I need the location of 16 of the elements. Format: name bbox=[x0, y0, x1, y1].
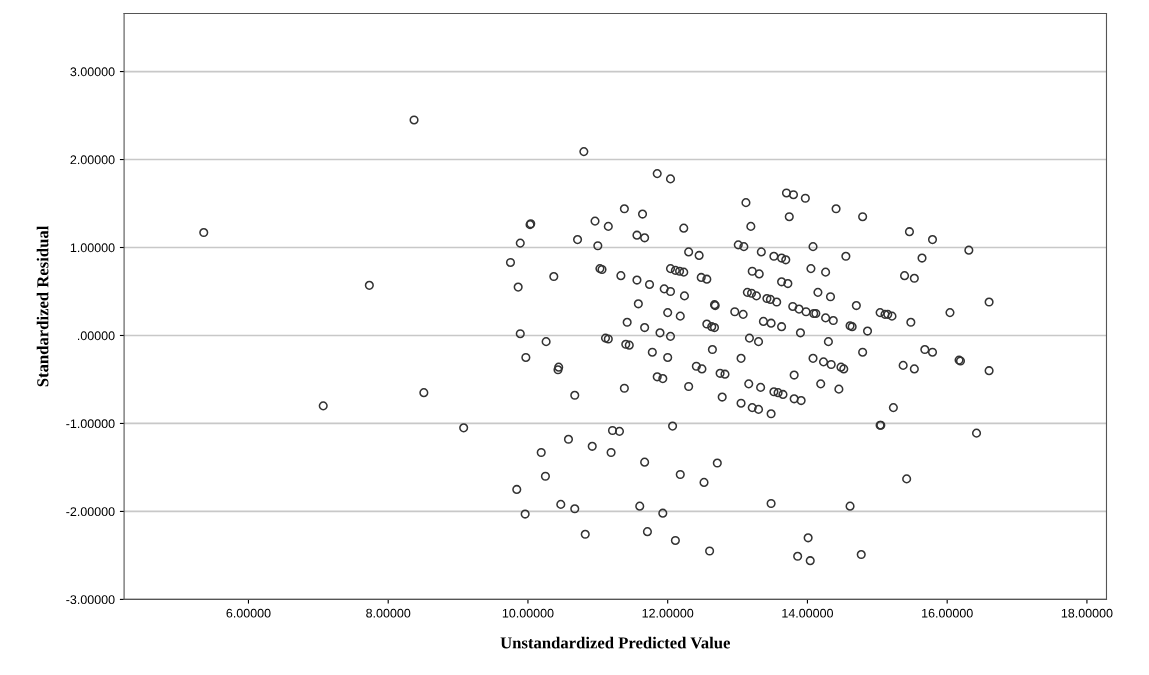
x-tick-label: 18.00000 bbox=[1061, 608, 1113, 618]
y-tick-label: 3.00000 bbox=[70, 67, 115, 77]
x-tick-label: 10.00000 bbox=[502, 608, 554, 618]
x-tick-label: 6.00000 bbox=[226, 608, 271, 618]
y-tick-label: 1.00000 bbox=[70, 243, 115, 253]
y-tick-label: 2.00000 bbox=[70, 155, 115, 165]
x-tick-label: 16.00000 bbox=[922, 608, 973, 618]
x-axis-title: Unstandardized Predicted Value bbox=[500, 636, 731, 649]
y-tick-label: .00000 bbox=[77, 331, 115, 341]
y-axis-title: Standardized Residual bbox=[36, 225, 49, 387]
y-tick-label: -1.00000 bbox=[66, 419, 115, 429]
x-tick-label: 8.00000 bbox=[366, 608, 411, 618]
x-tick-label: 14.00000 bbox=[782, 608, 834, 618]
y-tick-label: -2.00000 bbox=[66, 507, 115, 517]
y-tick-label: -3.00000 bbox=[66, 595, 115, 605]
x-tick-label: 12.00000 bbox=[642, 608, 694, 618]
